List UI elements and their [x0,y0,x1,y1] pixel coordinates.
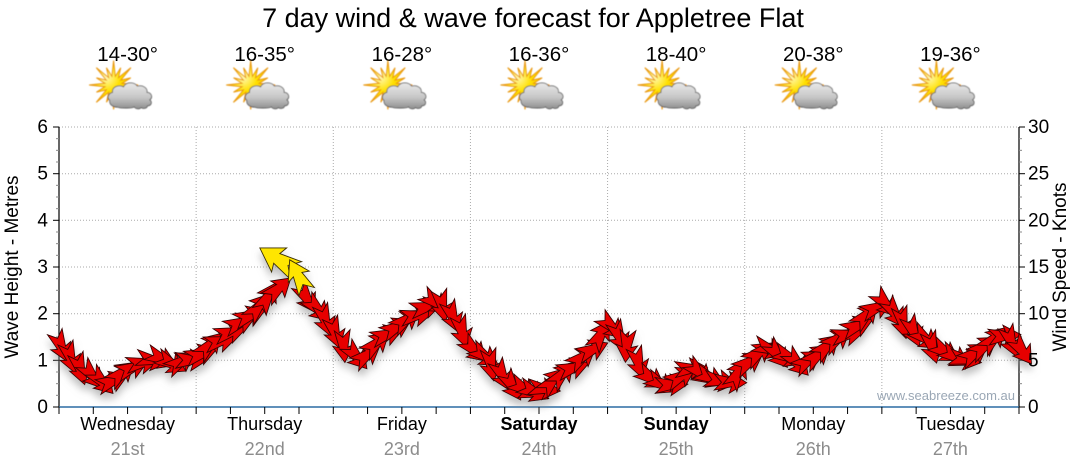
svg-text:Thursday: Thursday [227,414,302,434]
svg-text:10: 10 [1028,304,1049,325]
svg-text:Wednesday: Wednesday [80,414,175,434]
svg-text:Monday: Monday [781,414,845,434]
svg-text:www.seabreeze.com.au: www.seabreeze.com.au [876,388,1015,403]
svg-text:25: 25 [1028,164,1049,185]
svg-text:1: 1 [37,350,48,371]
svg-text:20-38°: 20-38° [783,43,844,66]
svg-text:18-40°: 18-40° [646,43,707,66]
svg-text:6: 6 [37,117,48,138]
svg-text:Friday: Friday [377,414,427,434]
svg-text:25th: 25th [659,439,694,459]
svg-text:2: 2 [37,304,48,325]
svg-text:16-36°: 16-36° [509,43,570,66]
svg-text:30: 30 [1028,117,1049,138]
svg-text:5: 5 [37,164,48,185]
svg-text:Sunday: Sunday [644,414,709,434]
svg-text:0: 0 [37,397,48,418]
svg-text:24th: 24th [521,439,556,459]
svg-text:27th: 27th [933,439,968,459]
svg-text:22nd: 22nd [245,439,285,459]
svg-text:14-30°: 14-30° [97,43,158,66]
svg-text:19-36°: 19-36° [920,43,981,66]
svg-text:5: 5 [1028,350,1039,371]
svg-text:Wind Speed - Knots: Wind Speed - Knots [1050,183,1071,352]
svg-text:Wave Height - Metres: Wave Height - Metres [2,175,23,358]
svg-text:21st: 21st [111,439,145,459]
svg-text:16-35°: 16-35° [234,43,295,66]
svg-text:3: 3 [37,257,48,278]
svg-text:7 day wind & wave forecast for: 7 day wind & wave forecast for Appletree… [262,3,804,33]
svg-text:4: 4 [37,210,48,231]
svg-text:20: 20 [1028,210,1049,231]
svg-text:23rd: 23rd [384,439,420,459]
svg-text:0: 0 [1028,397,1039,418]
svg-text:15: 15 [1028,257,1049,278]
svg-text:26th: 26th [796,439,831,459]
svg-text:16-28°: 16-28° [372,43,433,66]
svg-text:Tuesday: Tuesday [916,414,984,434]
svg-text:Saturday: Saturday [500,414,577,434]
